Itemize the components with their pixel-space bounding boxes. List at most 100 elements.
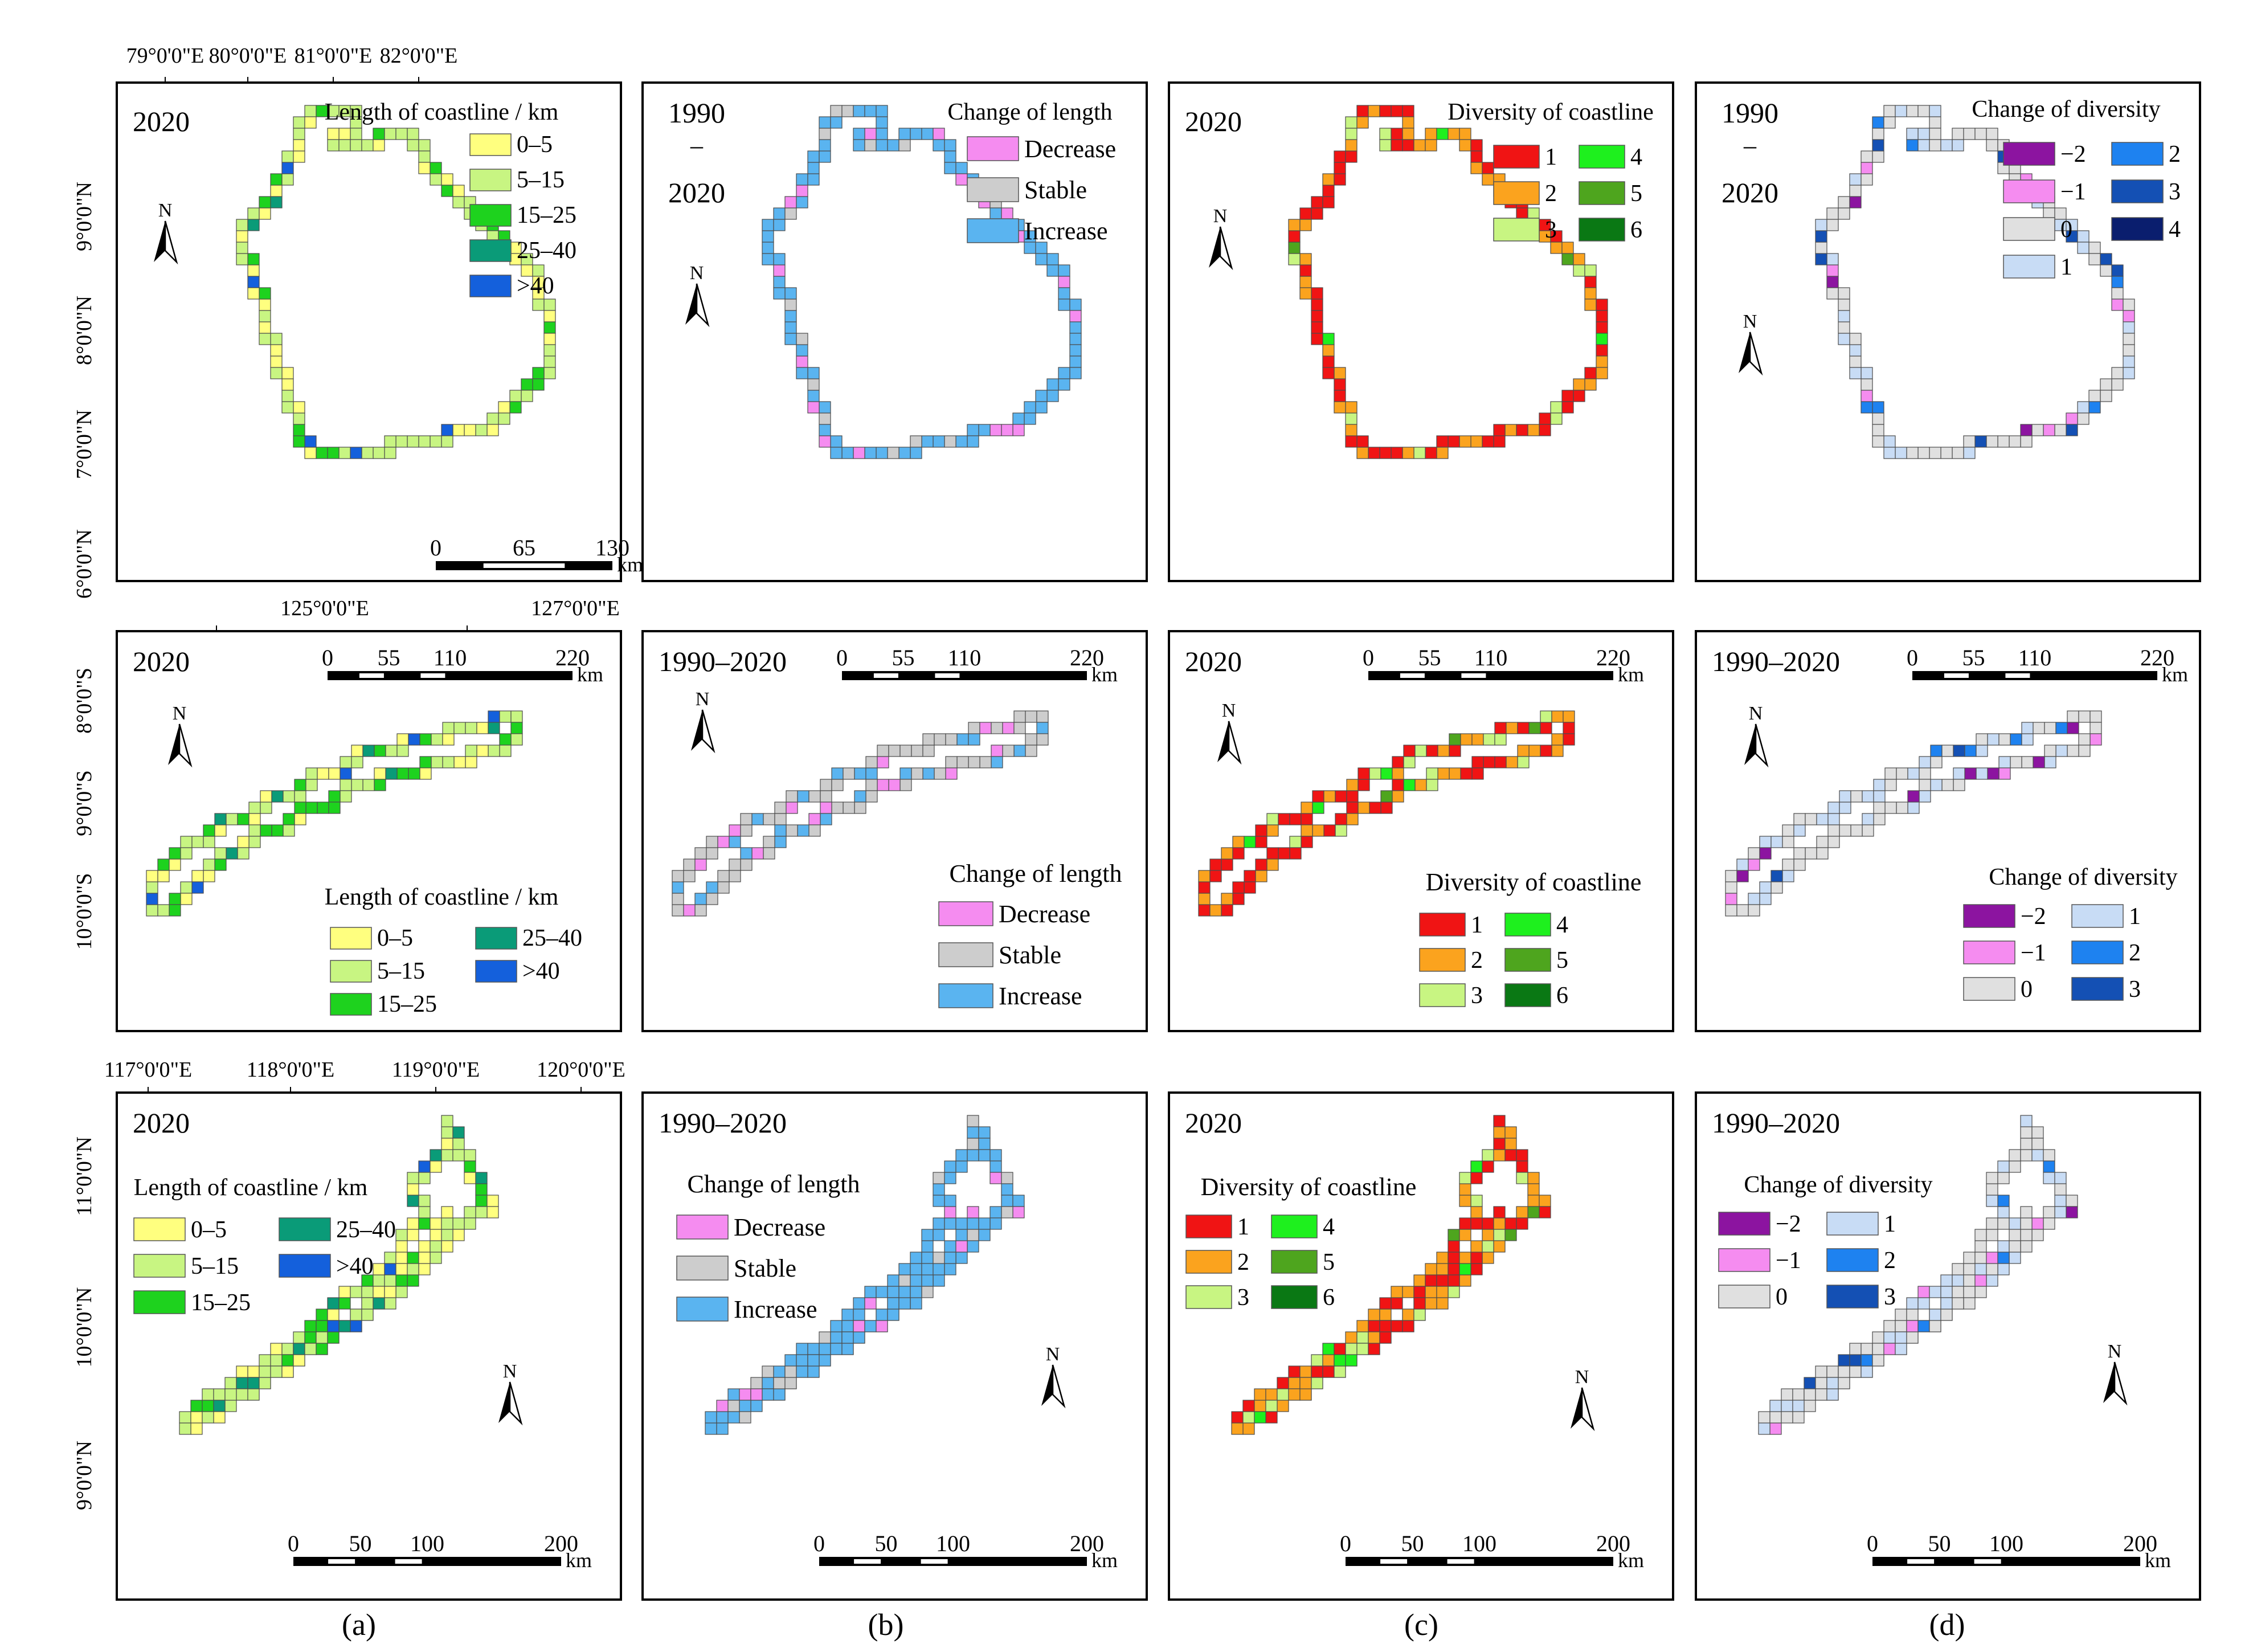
coast-cell <box>2123 333 2135 345</box>
coast-cell <box>1459 435 1471 448</box>
coast-cell <box>259 310 271 322</box>
coast-cell <box>1001 1183 1013 1196</box>
coast-cell <box>694 893 707 905</box>
coast-cell <box>1345 128 1357 140</box>
coast-cell <box>1516 1160 1528 1173</box>
coast-cell <box>2067 745 2079 757</box>
coast-cell <box>1849 1354 1862 1367</box>
coast-cell <box>442 722 455 734</box>
north-arrow-right <box>1581 1387 1595 1432</box>
coast-cell <box>853 1320 865 1332</box>
coast-cell <box>2043 1149 2055 1162</box>
coast-cell <box>876 105 888 117</box>
legend-swatch <box>469 169 512 191</box>
coast-cell <box>864 447 877 459</box>
coast-cell <box>1483 756 1495 768</box>
coast-cell <box>1277 1377 1289 1389</box>
coast-cell <box>1334 1354 1346 1367</box>
coast-cell <box>1335 790 1347 803</box>
scale-bar-unit: km <box>617 553 643 576</box>
legend-title: Diversity of coastline <box>1201 1173 1417 1201</box>
coast-cell <box>441 1149 453 1162</box>
coast-cell <box>1861 1354 1873 1367</box>
north-label: N <box>1213 206 1228 227</box>
coast-cell <box>865 790 878 803</box>
coast-cell <box>430 162 442 174</box>
coast-cell <box>157 904 170 917</box>
coast-cell <box>1986 128 1998 140</box>
coast-cell <box>475 1195 488 1207</box>
coast-cell <box>1997 1252 2010 1264</box>
north-arrow-icon: N <box>1041 1344 1066 1409</box>
coast-cell <box>418 1206 431 1218</box>
coast-cell <box>784 1377 797 1389</box>
coast-cell <box>1334 390 1346 402</box>
legend-label: 25–40 <box>336 1217 396 1243</box>
coast-cell <box>340 756 352 768</box>
coast-cell <box>773 253 786 265</box>
coast-cell <box>453 756 466 768</box>
coast-cell <box>1528 745 1541 757</box>
panel-title: 1990–2020 <box>659 645 787 677</box>
coast-cell <box>237 813 250 825</box>
legend-swatch <box>133 1290 186 1314</box>
coast-cell <box>1917 447 1930 459</box>
coast-cell <box>1952 447 1964 459</box>
north-arrow-left <box>498 1382 510 1423</box>
coast-cell <box>442 733 455 746</box>
north-arrow-right <box>509 1381 523 1426</box>
coast-cell <box>1288 1377 1301 1389</box>
coast-cell <box>1964 745 1977 757</box>
coast-cell <box>2111 367 2124 379</box>
coast-cell <box>293 116 305 129</box>
coast-cell <box>1221 904 1233 917</box>
coast-cell <box>773 1388 786 1401</box>
coast-cell <box>396 767 409 780</box>
coast-cell <box>430 1217 442 1230</box>
latitude-label: 11°0'0"N <box>72 1136 96 1216</box>
coast-cell <box>543 355 556 368</box>
coast-cell <box>441 1206 453 1218</box>
legend-swatch <box>1826 1248 1879 1272</box>
coast-cell <box>452 185 465 197</box>
scale-bar-track <box>1346 1557 1613 1566</box>
latitude-label: 10°0'0"N <box>72 1287 96 1368</box>
coast-cell <box>1907 767 1920 780</box>
coast-cell <box>1539 424 1551 436</box>
coast-cell <box>1883 435 1896 448</box>
legend-swatch <box>279 1217 331 1241</box>
scale-bar-track <box>293 1557 561 1566</box>
north-arrow-icon: N <box>1744 703 1769 768</box>
coast-cell <box>944 162 956 174</box>
coast-cell <box>1872 116 1884 129</box>
coast-cell <box>1584 367 1597 379</box>
scale-bar-track <box>1368 671 1613 680</box>
coast-cell <box>1322 367 1335 379</box>
coast-cell <box>373 1263 385 1275</box>
coast-cell <box>328 802 341 814</box>
coast-cell <box>1940 1297 1953 1310</box>
coast-cell <box>1288 1365 1301 1378</box>
coast-cell <box>1540 722 1552 734</box>
coast-cell <box>373 139 385 152</box>
coast-cell <box>317 802 329 814</box>
coast-cell <box>1379 128 1392 140</box>
coast-cell <box>2020 1115 2033 1127</box>
legend-swatch <box>938 942 993 967</box>
coast-cell <box>350 1320 362 1332</box>
coast-cell <box>1861 162 1873 174</box>
coast-cell <box>486 412 499 425</box>
coast-cell <box>340 767 352 780</box>
coast-cell <box>1322 1354 1335 1367</box>
coast-cell <box>1826 219 1839 231</box>
legend-label: 1 <box>1545 144 1557 170</box>
coast-cell <box>921 1263 934 1275</box>
coast-cell <box>1872 1354 1884 1367</box>
coast-cell <box>841 1343 854 1355</box>
coast-cell <box>967 435 979 448</box>
coast-cell <box>1265 1411 1278 1424</box>
coast-cell <box>202 1400 214 1412</box>
coast-cell <box>944 139 956 152</box>
north-arrow-icon: N <box>154 200 178 265</box>
